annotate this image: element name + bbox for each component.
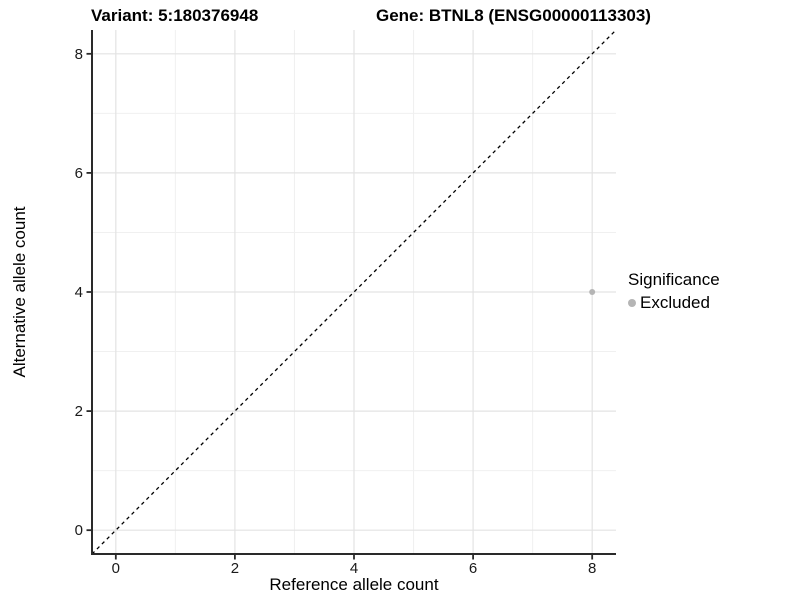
identity-dashed-line: [91, 29, 617, 555]
x-tick-label: 0: [112, 560, 120, 577]
legend-point-icon: [628, 299, 636, 307]
x-tick-label: 8: [588, 560, 596, 577]
y-axis-title: Alternative allele count: [10, 206, 29, 378]
legend-entry-label: Excluded: [640, 293, 710, 312]
y-tick-label: 6: [75, 165, 83, 182]
plot-title-gene: Gene: BTNL8 (ENSG00000113303): [376, 6, 651, 25]
y-tick-label: 8: [75, 46, 83, 63]
y-tick-label: 2: [75, 403, 83, 420]
y-tick-label: 0: [75, 522, 83, 539]
plot-title-variant: Variant: 5:180376948: [91, 6, 259, 25]
x-tick-label: 2: [231, 560, 239, 577]
x-axis-title: Reference allele count: [269, 575, 439, 594]
data-point: [589, 289, 596, 295]
x-tick-label: 4: [350, 560, 358, 577]
legend: Significance Excluded: [628, 270, 720, 313]
legend-entry-excluded: Excluded: [628, 293, 720, 313]
y-tick-label: 4: [75, 284, 83, 301]
legend-title: Significance: [628, 270, 720, 289]
x-tick-label: 6: [469, 560, 477, 577]
